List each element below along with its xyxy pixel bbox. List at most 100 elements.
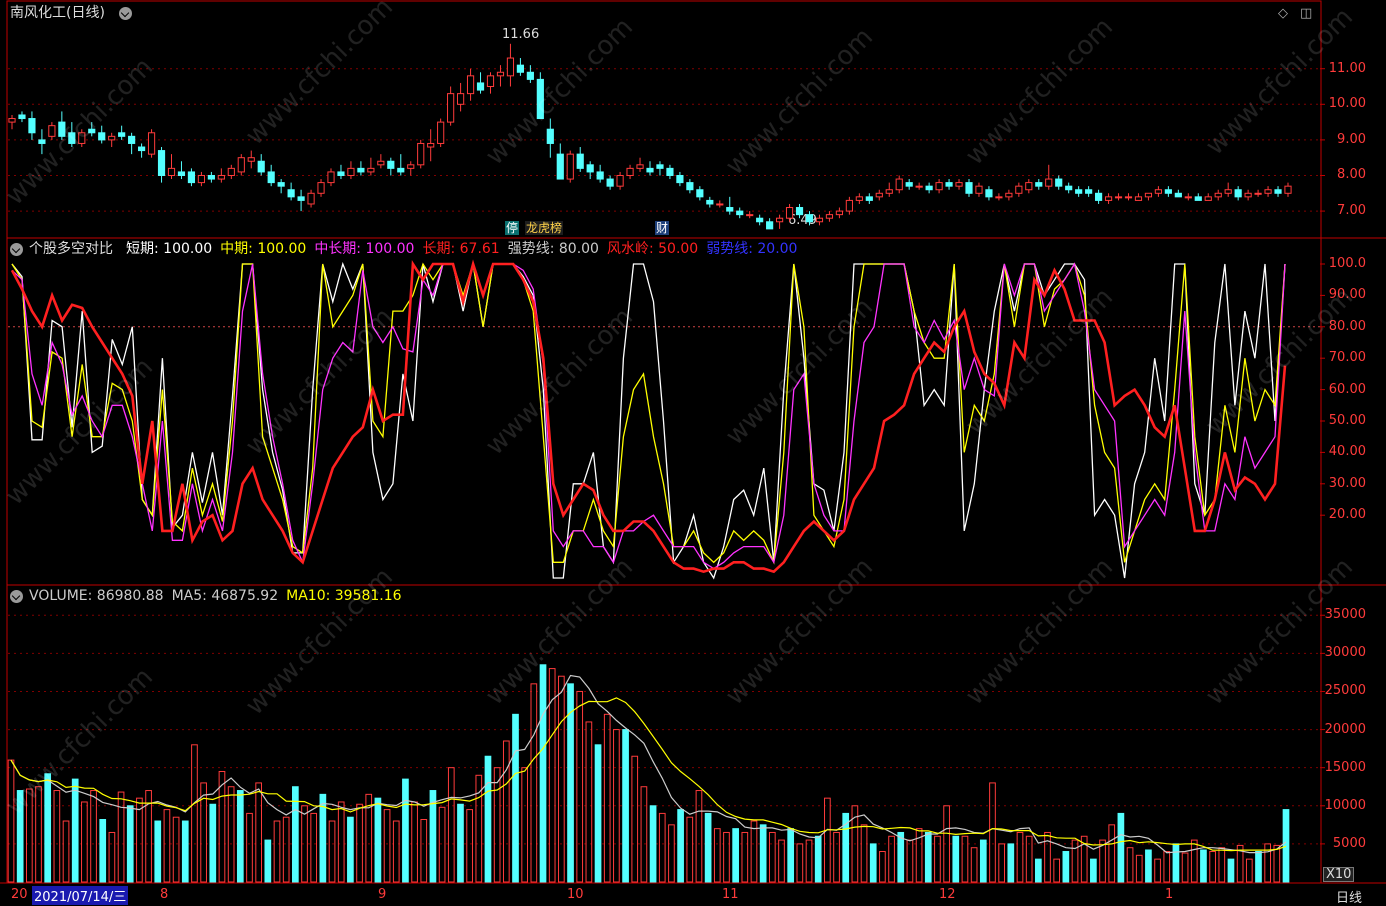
badge-halt[interactable]: 停 [505, 221, 520, 235]
volume-bar [90, 790, 97, 883]
volume-legend: VOLUME: 86980.88 MA5: 46875.92 MA10: 39581… [29, 588, 410, 604]
candle-body [606, 178, 614, 187]
candle-body [138, 146, 146, 152]
indicator-legend-item: 强势线: 80.00 [507, 241, 599, 257]
volume-bar [1090, 858, 1097, 883]
volume-bar [915, 828, 923, 883]
volume-bar [1034, 858, 1042, 883]
candle-body [526, 71, 534, 80]
volume-bar [668, 824, 675, 883]
high-price-label: 11.66 [502, 27, 540, 42]
series-line-长期 [10, 259, 1287, 574]
candle-body [217, 174, 225, 180]
candle-body [257, 160, 265, 173]
volume-bar [429, 790, 437, 883]
volume-bar [512, 713, 519, 883]
candle-body [108, 135, 116, 141]
candle-body [636, 164, 644, 169]
candle-body [965, 182, 973, 194]
candle-body [1085, 189, 1093, 194]
volume-bar [906, 839, 914, 883]
x-label-start: 20 [11, 887, 28, 902]
watermark-text: www.cfchi.com [720, 292, 880, 452]
volume-bar [989, 782, 996, 883]
volume-bar [411, 801, 418, 883]
window-toggle-icon[interactable]: ◫ [1300, 6, 1313, 21]
volume-bar [970, 847, 978, 883]
candle-body [815, 217, 824, 223]
candle-body [905, 182, 913, 187]
candle-body [147, 132, 156, 155]
chevron-down-icon[interactable] [10, 590, 23, 603]
x-label-jan: 1 [1165, 887, 1174, 902]
candle-body [476, 82, 485, 91]
volume-bar [732, 828, 739, 883]
series-line-中长期 [11, 261, 1286, 570]
candle-body [367, 167, 375, 173]
volume-bar [1245, 858, 1253, 883]
candle-body [1015, 185, 1023, 194]
candle-body [1254, 192, 1262, 195]
volume-bar [1255, 851, 1262, 883]
price-tick-label: 11.00 [1328, 60, 1366, 76]
x-label-nov: 11 [722, 887, 739, 902]
candle-body [38, 139, 46, 144]
volume-bar [392, 820, 400, 883]
candle-body [646, 167, 654, 173]
candle-body [1114, 196, 1123, 199]
candle-body [626, 167, 634, 176]
low-price-label: 6.49 [788, 213, 817, 228]
volume-unit: X10 [1323, 867, 1355, 882]
candle-body [1104, 196, 1113, 201]
badge-finance[interactable]: 财 [655, 221, 670, 235]
volume-bar [1200, 849, 1207, 883]
volume-bar [594, 744, 602, 883]
candle-body [766, 221, 774, 230]
volume-bar [282, 816, 290, 883]
watermark-text: www.cfchi.com [0, 352, 160, 512]
volume-bar [53, 790, 61, 883]
watermark-text: www.cfchi.com [0, 52, 160, 212]
chevron-down-icon[interactable] [10, 243, 23, 256]
candle-body [496, 71, 505, 77]
candle-body [197, 174, 205, 184]
volume-bar [1135, 854, 1143, 883]
candle-body [347, 167, 355, 176]
candle-body [845, 199, 853, 212]
price-tick-label: 9.00 [1337, 131, 1366, 147]
period-label[interactable]: 日线 [1336, 891, 1363, 906]
chevron-down-icon[interactable] [119, 7, 132, 20]
volume-bar [576, 690, 584, 883]
series-line-短期 [11, 261, 1286, 580]
volume-legend-item: MA5: 46875.92 [171, 588, 279, 604]
x-label-aug: 8 [160, 887, 169, 902]
volume-bar [1154, 858, 1161, 883]
x-label-oct: 10 [567, 887, 584, 902]
cursor-date: 2021/07/14/三 [32, 886, 129, 905]
watermark-text: www.cfchi.com [720, 22, 880, 182]
volume-bar [328, 820, 336, 883]
volume-tick-label: 10000 [1324, 797, 1366, 813]
volume-bar [374, 797, 382, 883]
price-tick-label: 7.00 [1337, 203, 1366, 219]
volume-bar [998, 843, 1005, 883]
volume-bar [447, 767, 455, 883]
candle-body [855, 196, 863, 201]
candle-body [865, 196, 873, 201]
candle-body [1174, 192, 1182, 198]
volume-bar [1071, 839, 1079, 883]
volume-bar [1190, 839, 1198, 883]
volume-bar [466, 809, 473, 883]
volume-bar [420, 819, 428, 883]
volume-bar [1163, 851, 1171, 883]
volume-bar [1044, 831, 1051, 883]
candle-body [377, 160, 385, 166]
candle-body [875, 192, 883, 198]
volume-bar [768, 831, 776, 883]
diamond-icon[interactable]: ◇ [1278, 6, 1288, 21]
candle-body [616, 174, 624, 187]
watermark-text: www.cfchi.com [960, 282, 1120, 442]
badge-dragon-tiger[interactable]: 龙虎榜 [525, 221, 564, 235]
candle-body [925, 185, 933, 191]
candle-body [357, 167, 365, 173]
